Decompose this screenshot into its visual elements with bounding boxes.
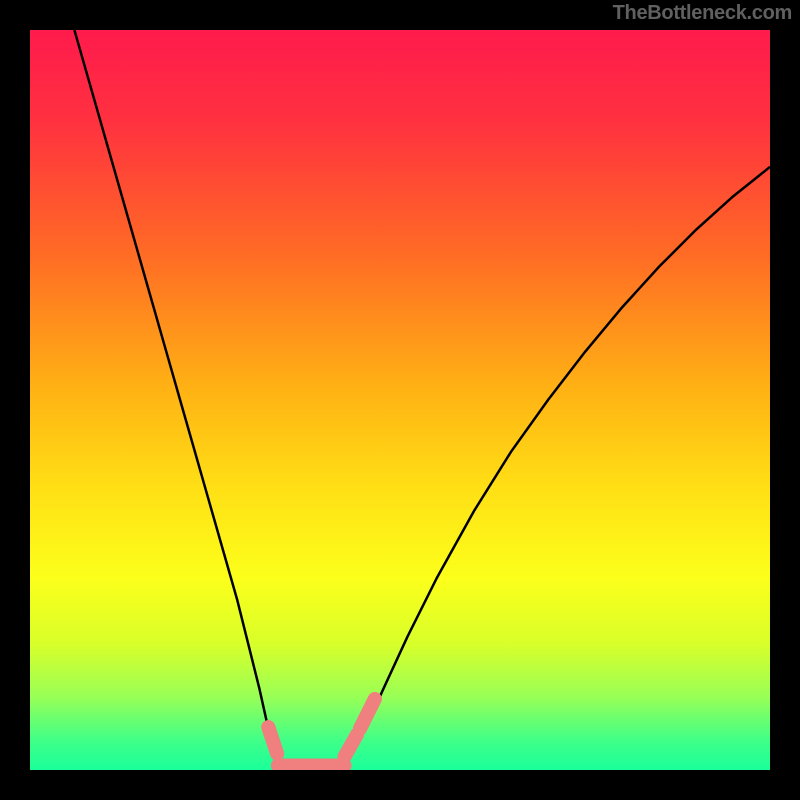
gradient-background	[30, 30, 770, 770]
marker-cluster-top-0	[268, 727, 277, 754]
plot-area	[30, 30, 770, 770]
watermark-text: TheBottleneck.com	[613, 2, 792, 25]
bottleneck-chart	[30, 30, 770, 770]
